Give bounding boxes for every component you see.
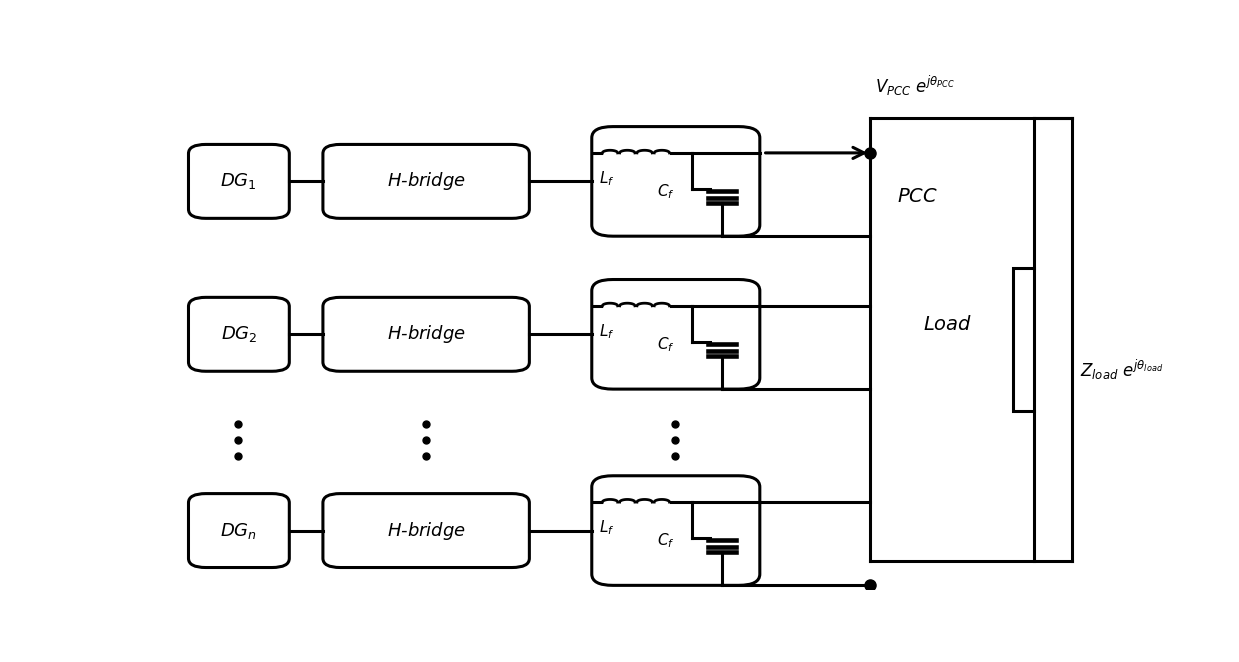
FancyBboxPatch shape [188,297,290,371]
Text: $C_f$: $C_f$ [657,335,674,354]
FancyBboxPatch shape [323,297,529,371]
FancyBboxPatch shape [592,126,760,236]
Text: $L_f$: $L_f$ [600,322,615,341]
Text: DG$_2$: DG$_2$ [221,324,258,344]
Text: $H$-$bridge$: $H$-$bridge$ [387,520,466,542]
Bar [1014,268,1035,410]
Text: $H$-$bridge$: $H$-$bridge$ [387,323,466,346]
Text: $Z_{load}\ e^{j\theta_{load}}$: $Z_{load}\ e^{j\theta_{load}}$ [1079,358,1163,382]
Text: $PCC$: $PCC$ [897,187,938,206]
Text: $L_f$: $L_f$ [600,518,615,537]
FancyBboxPatch shape [323,494,529,567]
FancyBboxPatch shape [188,144,290,218]
Text: $V_{PCC}\ e^{j\theta_{PCC}}$: $V_{PCC}\ e^{j\theta_{PCC}}$ [875,74,955,98]
Text: $C_f$: $C_f$ [657,182,674,201]
Text: DG$_1$: DG$_1$ [221,171,258,191]
FancyBboxPatch shape [592,279,760,389]
FancyBboxPatch shape [323,144,529,218]
FancyBboxPatch shape [592,476,760,585]
Text: $H$-$bridge$: $H$-$bridge$ [387,170,466,193]
FancyBboxPatch shape [188,494,290,567]
Text: $Load$: $Load$ [923,314,973,334]
Text: DG$_n$: DG$_n$ [221,520,258,541]
Text: $L_f$: $L_f$ [600,169,615,188]
Text: $C_f$: $C_f$ [657,532,674,550]
